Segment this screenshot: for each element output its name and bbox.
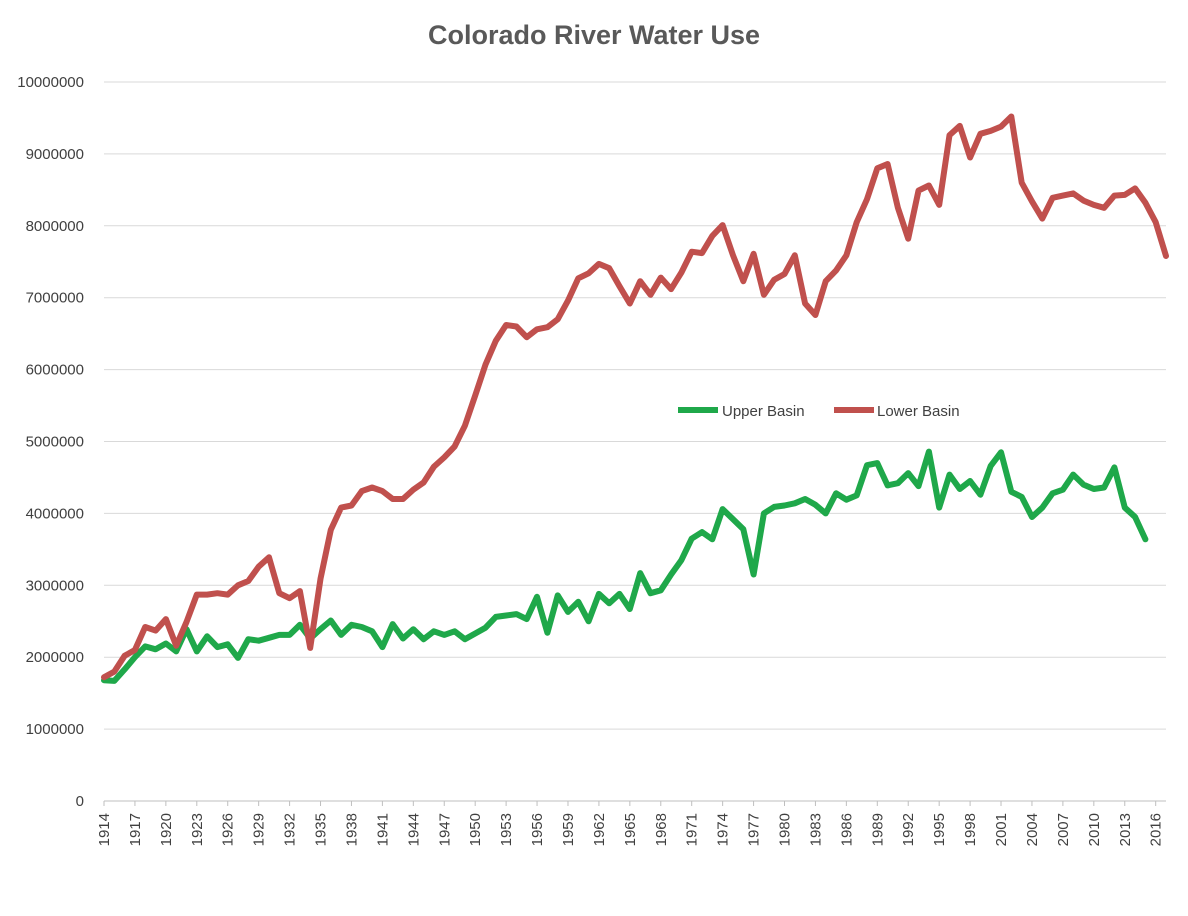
x-tick-label: 2004: [1024, 813, 1041, 846]
x-tick-label: 1977: [746, 813, 763, 846]
gridlines: [104, 81, 1166, 802]
x-tick-label: 1932: [282, 813, 299, 846]
y-tick-label: 10000000: [17, 74, 84, 91]
x-tick-label: 1995: [931, 813, 948, 846]
x-tick-label: 1935: [313, 813, 330, 846]
x-tick-label: 1992: [900, 813, 917, 846]
x-tick-label: 1944: [405, 813, 422, 846]
x-tick-label: 1971: [684, 813, 701, 846]
x-tick-label: 1965: [622, 813, 639, 846]
legend: Upper Basin Lower Basin: [678, 403, 960, 420]
x-tick-label: 1941: [374, 813, 391, 846]
x-tick-label: 1998: [962, 813, 979, 846]
x-tick-label: 1953: [498, 813, 515, 846]
x-tick-label: 1983: [807, 813, 824, 846]
x-tick-label: 1989: [869, 813, 886, 846]
x-tick-label: 1914: [96, 813, 113, 846]
x-tick-label: 1920: [158, 813, 175, 846]
x-tick-label: 2010: [1086, 813, 1103, 846]
x-tick-label: 1968: [653, 813, 670, 846]
x-tick-label: 2016: [1148, 813, 1165, 846]
x-tick-label: 1947: [436, 813, 453, 846]
y-tick-label: 9000000: [26, 146, 84, 163]
x-tick-label: 1956: [529, 813, 546, 846]
x-tick-label: 1926: [220, 813, 237, 846]
x-tick-label: 1929: [251, 813, 268, 846]
y-tick-label: 2000000: [26, 649, 84, 666]
y-tick-label: 1000000: [26, 721, 84, 738]
x-tick-label: 1980: [777, 813, 794, 846]
x-tick-label: 1917: [127, 813, 144, 846]
x-tick-label: 1962: [591, 813, 608, 846]
series-line-upper-basin: [101, 448, 1149, 684]
x-tick-label: 1986: [838, 813, 855, 846]
series-lines: [101, 113, 1169, 684]
y-tick-label: 0: [76, 793, 84, 810]
chart-title: Colorado River Water Use: [428, 20, 760, 50]
x-tick-label: 1959: [560, 813, 577, 846]
x-tick-label: 1974: [715, 813, 732, 846]
x-tick-label: 2013: [1117, 813, 1134, 846]
x-tick-label: 1950: [467, 813, 484, 846]
y-tick-label: 5000000: [26, 434, 84, 451]
x-tick-label: 2007: [1055, 813, 1072, 846]
y-tick-label: 3000000: [26, 577, 84, 594]
y-tick-label: 7000000: [26, 290, 84, 307]
legend-label-lower-basin: Lower Basin: [877, 403, 960, 420]
x-tick-label: 1923: [189, 813, 206, 846]
x-axis-tick-labels: 1914 1917 1920 1923 1926 1929 1932 1935 1938 1941…: [96, 801, 1165, 846]
series-line-lower-basin: [101, 113, 1169, 681]
y-tick-label: 8000000: [26, 218, 84, 235]
legend-label-upper-basin: Upper Basin: [722, 403, 805, 420]
x-tick-label: 2001: [993, 813, 1010, 846]
y-tick-label: 4000000: [26, 505, 84, 522]
x-tick-label: 1938: [343, 813, 360, 846]
y-axis-tick-labels: 0 1000000 2000000 3000000 4000000 5000000 6000…: [17, 74, 84, 810]
y-tick-label: 6000000: [26, 362, 84, 379]
